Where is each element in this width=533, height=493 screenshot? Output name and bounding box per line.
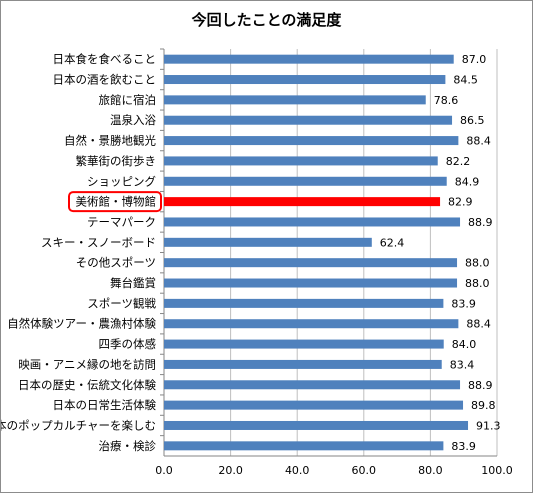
x-tick-label: 0.0	[155, 464, 173, 477]
bar	[164, 197, 441, 207]
value-label: 86.5	[460, 114, 485, 127]
bar	[164, 380, 461, 390]
x-tick-label: 60.0	[352, 464, 377, 477]
value-label: 84.5	[453, 74, 478, 87]
value-label: 88.9	[468, 379, 493, 392]
category-label: 旅館に宿泊	[99, 93, 157, 107]
bar	[164, 237, 372, 247]
value-label: 88.9	[468, 216, 493, 229]
value-label: 89.8	[471, 399, 496, 412]
value-label: 83.9	[451, 440, 476, 453]
category-label: 日本の歴史・伝統文化体験	[18, 378, 156, 392]
bar	[164, 95, 426, 105]
chart-title: 今回したことの満足度	[191, 11, 342, 29]
value-label: 88.0	[465, 257, 490, 270]
category-label: 美術館・博物館	[76, 195, 157, 209]
bar	[164, 136, 459, 146]
value-label: 91.3	[476, 419, 501, 432]
x-tick-label: 80.0	[418, 464, 443, 477]
category-label: 治療・検診	[99, 439, 157, 453]
bar	[164, 441, 444, 451]
bar	[164, 156, 438, 166]
value-label: 83.9	[451, 297, 476, 310]
bar	[164, 359, 442, 369]
value-label: 84.9	[455, 175, 480, 188]
bar	[164, 115, 453, 125]
category-label: 四季の体感	[99, 337, 157, 351]
bar	[164, 75, 446, 85]
x-tick-label: 100.0	[481, 464, 513, 477]
bar	[164, 54, 454, 64]
category-label: 日本の酒を飲むこと	[53, 73, 157, 87]
value-label: 62.4	[380, 236, 405, 249]
bar	[164, 298, 444, 308]
category-label: スキー・スノーボード	[41, 235, 156, 249]
category-label: 映画・アニメ縁の地を訪問	[18, 357, 156, 371]
bar	[164, 400, 464, 410]
bar	[164, 217, 461, 227]
category-label: 自然・景勝地観光	[64, 134, 156, 148]
value-label: 82.9	[448, 196, 473, 209]
bar	[164, 339, 444, 349]
category-label: ショッピング	[87, 174, 156, 188]
bar	[164, 319, 459, 329]
bar	[164, 176, 447, 186]
value-label: 88.4	[466, 135, 491, 148]
bar	[164, 278, 458, 288]
value-label: 88.4	[466, 318, 491, 331]
bar	[164, 420, 469, 430]
category-label: 日本のポップカルチャーを楽しむ	[1, 418, 156, 432]
value-label: 88.0	[465, 277, 490, 290]
bar	[164, 258, 458, 268]
value-label: 84.0	[452, 338, 477, 351]
value-label: 78.6	[434, 94, 459, 107]
value-label: 87.0	[462, 53, 487, 66]
value-label: 82.2	[446, 155, 471, 168]
highlight-outline	[68, 191, 162, 213]
category-label: 舞台鑑賞	[110, 276, 156, 290]
category-label: 自然体験ツアー・農漁村体験	[7, 317, 156, 331]
category-label: 温泉入浴	[110, 113, 156, 127]
value-label: 83.4	[450, 358, 475, 371]
category-label: テーマパーク	[87, 215, 156, 229]
category-label: スポーツ観戦	[87, 296, 156, 310]
category-label: 日本食を食べること	[53, 52, 157, 66]
category-label: 繁華街の街歩き	[76, 154, 157, 168]
category-label: 日本の日常生活体験	[53, 398, 157, 412]
category-label: その他スポーツ	[76, 256, 156, 270]
x-tick-label: 40.0	[285, 464, 310, 477]
x-tick-label: 20.0	[218, 464, 243, 477]
